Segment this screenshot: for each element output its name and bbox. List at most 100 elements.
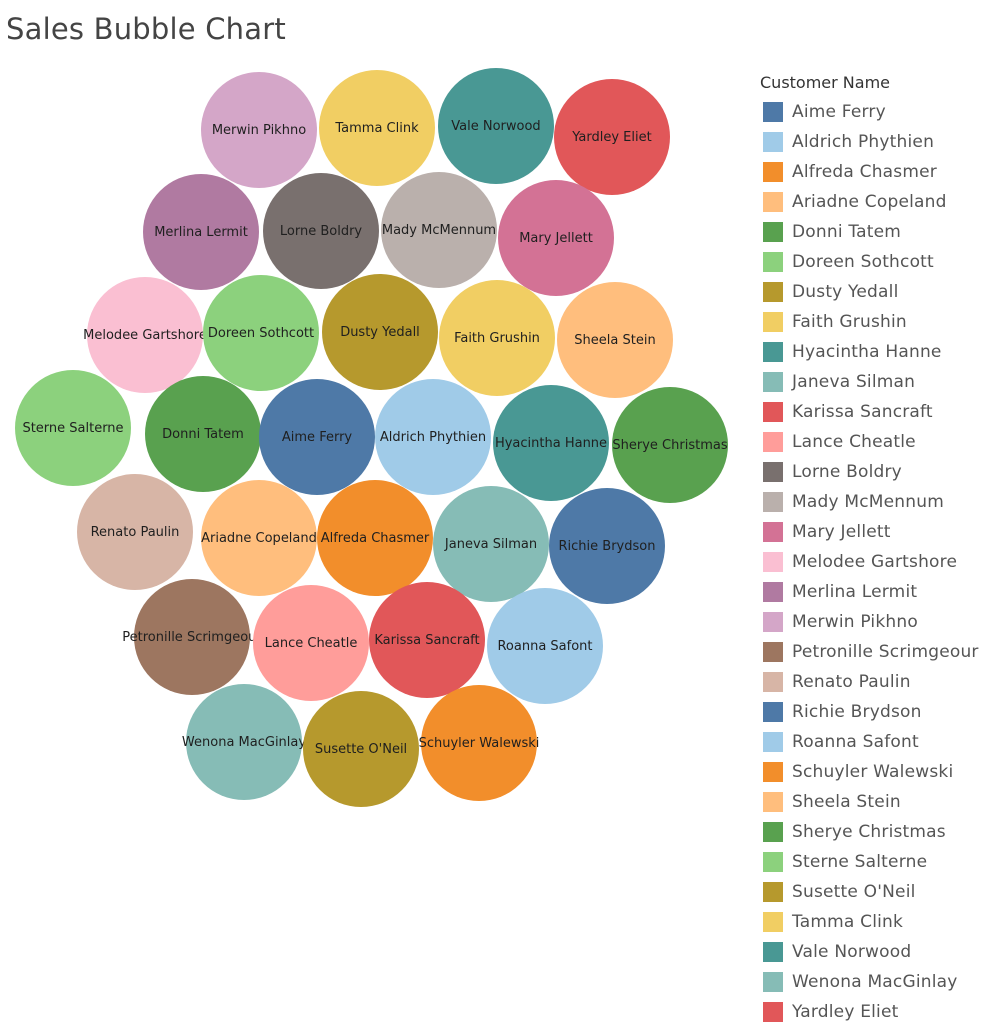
bubble[interactable]: Ariadne Copeland	[201, 480, 317, 596]
legend-item[interactable]: Renato Paulin	[760, 667, 984, 697]
bubble-circle[interactable]	[493, 385, 609, 501]
bubble-circle[interactable]	[487, 588, 603, 704]
legend-item[interactable]: Aldrich Phythien	[760, 127, 984, 157]
bubble-circle[interactable]	[319, 70, 435, 186]
bubble[interactable]: Susette O'Neil	[303, 691, 419, 807]
legend-item[interactable]: Vale Norwood	[760, 937, 984, 967]
bubble-label: Dusty Yedall	[340, 325, 420, 340]
legend-item[interactable]: Sterne Salterne	[760, 847, 984, 877]
legend-item[interactable]: Roanna Safont	[760, 727, 984, 757]
bubble-circle[interactable]	[381, 172, 497, 288]
bubble[interactable]: Mady McMennum	[381, 172, 497, 288]
bubble[interactable]: Schuyler Walewski	[419, 685, 540, 801]
legend-item[interactable]: Wenona MacGinlay	[760, 967, 984, 997]
legend-item[interactable]: Donni Tatem	[760, 217, 984, 247]
bubble-circle[interactable]	[134, 579, 250, 695]
bubble[interactable]: Janeva Silman	[433, 486, 549, 602]
bubble-circle[interactable]	[498, 180, 614, 296]
bubble[interactable]: Wenona MacGinlay	[182, 684, 306, 800]
bubble-circle[interactable]	[421, 685, 537, 801]
legend-item[interactable]: Aime Ferry	[760, 97, 984, 127]
bubble[interactable]: Lorne Boldry	[263, 173, 379, 289]
legend-item[interactable]: Janeva Silman	[760, 367, 984, 397]
bubble-circle[interactable]	[201, 72, 317, 188]
bubble[interactable]: Richie Brydson	[549, 488, 665, 604]
bubble-circle[interactable]	[549, 488, 665, 604]
bubble[interactable]: Karissa Sancraft	[369, 582, 485, 698]
legend-item[interactable]: Merlina Lermit	[760, 577, 984, 607]
bubble[interactable]: Yardley Eliet	[554, 79, 670, 195]
legend-label: Karissa Sancraft	[792, 402, 933, 422]
bubble[interactable]: Tamma Clink	[319, 70, 435, 186]
bubble[interactable]: Vale Norwood	[438, 68, 554, 184]
bubble[interactable]: Merlina Lermit	[143, 174, 259, 290]
legend-swatch	[763, 222, 783, 242]
legend-item[interactable]: Merwin Pikhno	[760, 607, 984, 637]
bubble-circle[interactable]	[317, 480, 433, 596]
bubble[interactable]: Sheela Stein	[557, 282, 673, 398]
bubble[interactable]: Dusty Yedall	[322, 274, 438, 390]
bubble[interactable]: Sherye Christmas	[612, 387, 728, 503]
bubble[interactable]: Sterne Salterne	[15, 370, 131, 486]
bubble-circle[interactable]	[77, 474, 193, 590]
bubble[interactable]: Merwin Pikhno	[201, 72, 317, 188]
bubble-circle[interactable]	[303, 691, 419, 807]
legend-item[interactable]: Karissa Sancraft	[760, 397, 984, 427]
legend-item[interactable]: Ariadne Copeland	[760, 187, 984, 217]
legend-item[interactable]: Schuyler Walewski	[760, 757, 984, 787]
bubble-circle[interactable]	[201, 480, 317, 596]
bubble[interactable]: Faith Grushin	[439, 280, 555, 396]
bubble[interactable]: Lance Cheatle	[253, 585, 369, 701]
bubble[interactable]: Doreen Sothcott	[203, 275, 319, 391]
legend-label: Richie Brydson	[792, 702, 922, 722]
bubble-circle[interactable]	[439, 280, 555, 396]
bubble-circle[interactable]	[557, 282, 673, 398]
legend-item[interactable]: Mady McMennum	[760, 487, 984, 517]
bubble[interactable]: Alfreda Chasmer	[317, 480, 433, 596]
bubble-circle[interactable]	[253, 585, 369, 701]
bubble-circle[interactable]	[259, 379, 375, 495]
legend-item[interactable]: Hyacintha Hanne	[760, 337, 984, 367]
legend-item[interactable]: Mary Jellett	[760, 517, 984, 547]
bubble[interactable]: Donni Tatem	[145, 376, 261, 492]
legend-item[interactable]: Sherye Christmas	[760, 817, 984, 847]
bubble-circle[interactable]	[186, 684, 302, 800]
bubble-circle[interactable]	[433, 486, 549, 602]
bubble-circle[interactable]	[87, 277, 203, 393]
bubble-circle[interactable]	[15, 370, 131, 486]
bubble[interactable]: Aime Ferry	[259, 379, 375, 495]
legend-item[interactable]: Lance Cheatle	[760, 427, 984, 457]
legend-item[interactable]: Dusty Yedall	[760, 277, 984, 307]
bubble[interactable]: Mary Jellett	[498, 180, 614, 296]
legend-item[interactable]: Melodee Gartshore	[760, 547, 984, 577]
bubble[interactable]: Roanna Safont	[487, 588, 603, 704]
legend-item[interactable]: Alfreda Chasmer	[760, 157, 984, 187]
bubble-label: Petronille Scrimgeour	[122, 630, 262, 645]
bubble[interactable]: Petronille Scrimgeour	[122, 579, 262, 695]
legend-item[interactable]: Susette O'Neil	[760, 877, 984, 907]
legend-item[interactable]: Petronille Scrimgeour	[760, 637, 984, 667]
legend-swatch	[763, 462, 783, 482]
bubble-circle[interactable]	[263, 173, 379, 289]
bubble-circle[interactable]	[438, 68, 554, 184]
legend-item[interactable]: Sheela Stein	[760, 787, 984, 817]
legend-item[interactable]: Yardley Eliet	[760, 997, 984, 1027]
legend-item[interactable]: Richie Brydson	[760, 697, 984, 727]
bubble[interactable]: Melodee Gartshore	[83, 277, 207, 393]
legend-item[interactable]: Doreen Sothcott	[760, 247, 984, 277]
bubble[interactable]: Aldrich Phythien	[375, 379, 491, 495]
bubble[interactable]: Renato Paulin	[77, 474, 193, 590]
legend-item[interactable]: Faith Grushin	[760, 307, 984, 337]
legend-swatch	[763, 132, 783, 152]
bubble-circle[interactable]	[322, 274, 438, 390]
bubble[interactable]: Hyacintha Hanne	[493, 385, 609, 501]
bubble-circle[interactable]	[143, 174, 259, 290]
bubble-circle[interactable]	[375, 379, 491, 495]
bubble-circle[interactable]	[554, 79, 670, 195]
legend-item[interactable]: Tamma Clink	[760, 907, 984, 937]
bubble-circle[interactable]	[612, 387, 728, 503]
legend-item[interactable]: Lorne Boldry	[760, 457, 984, 487]
bubble-circle[interactable]	[203, 275, 319, 391]
bubble-circle[interactable]	[145, 376, 261, 492]
bubble-circle[interactable]	[369, 582, 485, 698]
